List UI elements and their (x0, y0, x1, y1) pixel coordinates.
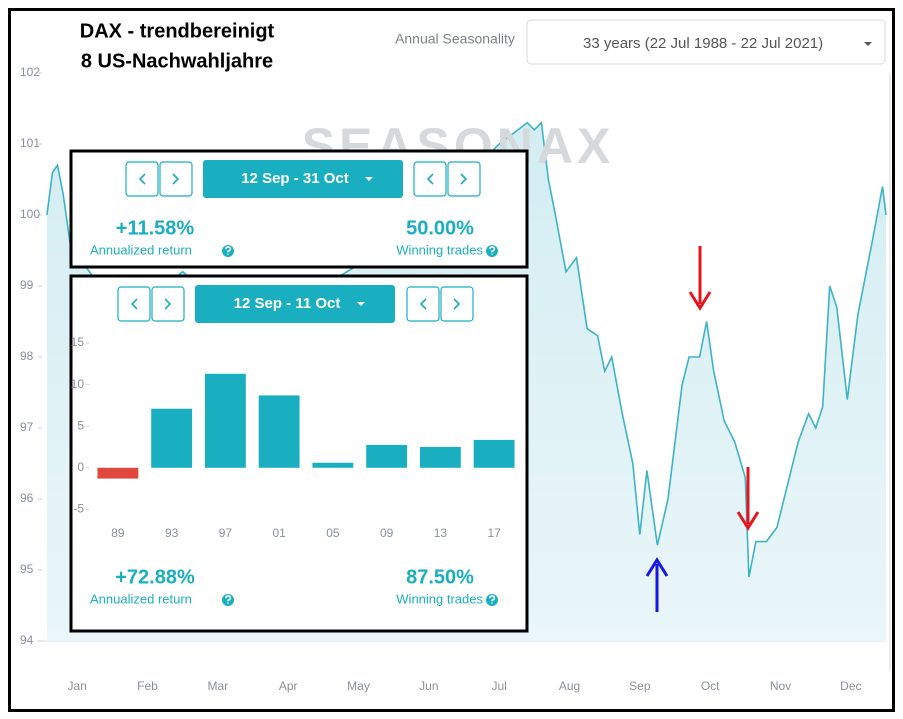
y-tick-label: 0 (77, 460, 84, 474)
x-tick-label: 17 (487, 526, 501, 540)
x-tick-label: Jun (419, 679, 438, 693)
winning-label: Winning trades (396, 591, 483, 606)
arrow-head (688, 291, 712, 311)
outer-frame (8, 8, 895, 712)
bar (97, 467, 139, 479)
x-tick-label: 97 (219, 526, 233, 540)
y-tick-label: 102 (20, 65, 40, 79)
range-button[interactable] (203, 160, 403, 198)
nav-prev-button[interactable] (413, 161, 447, 197)
y-tick-label: 98 (20, 349, 34, 363)
title-line: 8 US-Nachwahljahre (81, 50, 273, 72)
toolbar-label: Annual Seasonality (395, 31, 515, 47)
dropdown-text[interactable]: 33 years (22 Jul 1988 - 22 Jul 2021) (583, 35, 823, 52)
x-tick-label: 93 (165, 526, 179, 540)
bar (204, 373, 246, 468)
bar (366, 444, 408, 468)
title-line: DAX - trendbereinigt (80, 20, 275, 42)
x-tick-label: Sep (629, 679, 651, 693)
help-glyph (225, 246, 232, 255)
bar (419, 446, 461, 468)
help-glyph (489, 595, 496, 604)
x-tick-label: Jan (67, 679, 86, 693)
y-tick-label: 5 (77, 418, 84, 432)
y-tick-label: 100 (20, 207, 40, 221)
x-tick-label: Feb (137, 679, 158, 693)
return-label: Annualized return (90, 242, 192, 257)
return-value: +11.58% (116, 217, 195, 239)
x-tick-label: Apr (279, 679, 298, 693)
dropdown-caret (864, 42, 872, 46)
y-tick-label: 10 (71, 377, 85, 391)
x-tick-label: 01 (272, 526, 286, 540)
winning-value: 87.50% (406, 566, 474, 588)
y-tick-label: 15 (71, 335, 85, 349)
stats-panel: 12 Sep - 31 Oct +11.58% Annualized return 5… (69, 149, 529, 269)
y-tick-label: 97 (20, 420, 34, 434)
x-tick-label: 13 (434, 526, 448, 540)
nav-next-button[interactable] (440, 286, 474, 322)
y-tick-label: 99 (20, 278, 34, 292)
y-tick-label: -5 (73, 502, 84, 516)
x-tick-label: Oct (701, 679, 720, 693)
chevron-right (460, 173, 468, 185)
y-tick-label: 95 (20, 562, 34, 576)
x-tick-label: 09 (380, 526, 394, 540)
x-tick-label: Aug (559, 679, 580, 693)
chevron-right (172, 173, 180, 185)
dropdown-box[interactable] (526, 19, 886, 65)
chevron-left (138, 173, 146, 185)
return-label: Annualized return (90, 591, 192, 606)
nav-next-button[interactable] (151, 286, 185, 322)
stats-panel: 12 Sep - 11 Oct +72.88% Annualized return 8… (69, 274, 529, 633)
bar (151, 408, 193, 468)
range-text[interactable]: 12 Sep - 11 Oct (234, 295, 341, 312)
y-tick-label: 96 (20, 491, 34, 505)
chevron-left (419, 298, 427, 310)
x-tick-label: Dec (840, 679, 861, 693)
x-tick-label: May (347, 679, 370, 693)
chevron-right (453, 298, 461, 310)
winning-label: Winning trades (396, 242, 483, 257)
arrow-head (645, 557, 669, 577)
help-glyph (225, 595, 232, 604)
x-tick-label: Nov (770, 679, 791, 693)
bar (312, 462, 354, 468)
nav-next-button[interactable] (159, 161, 193, 197)
winning-value: 50.00% (406, 217, 474, 239)
x-tick-label: Jul (491, 679, 506, 693)
chevron-left (130, 298, 138, 310)
arrow-head (736, 511, 760, 531)
nav-prev-button[interactable] (406, 286, 440, 322)
annotation-arrows (645, 246, 760, 612)
return-value: +72.88% (115, 566, 195, 588)
nav-prev-button[interactable] (125, 161, 159, 197)
x-tick-label: Mar (207, 679, 228, 693)
y-tick-label: 101 (20, 136, 40, 150)
x-tick-label: 89 (111, 526, 125, 540)
range-caret (357, 302, 365, 306)
chevron-left (426, 173, 434, 185)
range-text[interactable]: 12 Sep - 31 Oct (241, 170, 349, 187)
y-tick-label: 94 (20, 633, 34, 647)
help-glyph (489, 246, 496, 255)
bar (473, 439, 515, 468)
range-caret (365, 177, 373, 181)
years-dropdown[interactable]: 33 years (22 Jul 1988 - 22 Jul 2021) (526, 19, 886, 65)
x-tick-label: 05 (326, 526, 340, 540)
chevron-right (164, 298, 172, 310)
range-button[interactable] (195, 285, 395, 323)
bar (258, 395, 300, 468)
nav-prev-button[interactable] (117, 286, 151, 322)
nav-next-button[interactable] (447, 161, 481, 197)
